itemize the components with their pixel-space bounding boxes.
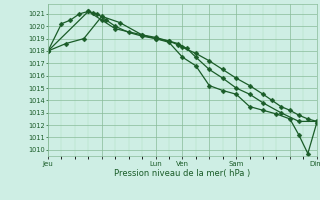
- X-axis label: Pression niveau de la mer( hPa ): Pression niveau de la mer( hPa ): [114, 169, 251, 178]
